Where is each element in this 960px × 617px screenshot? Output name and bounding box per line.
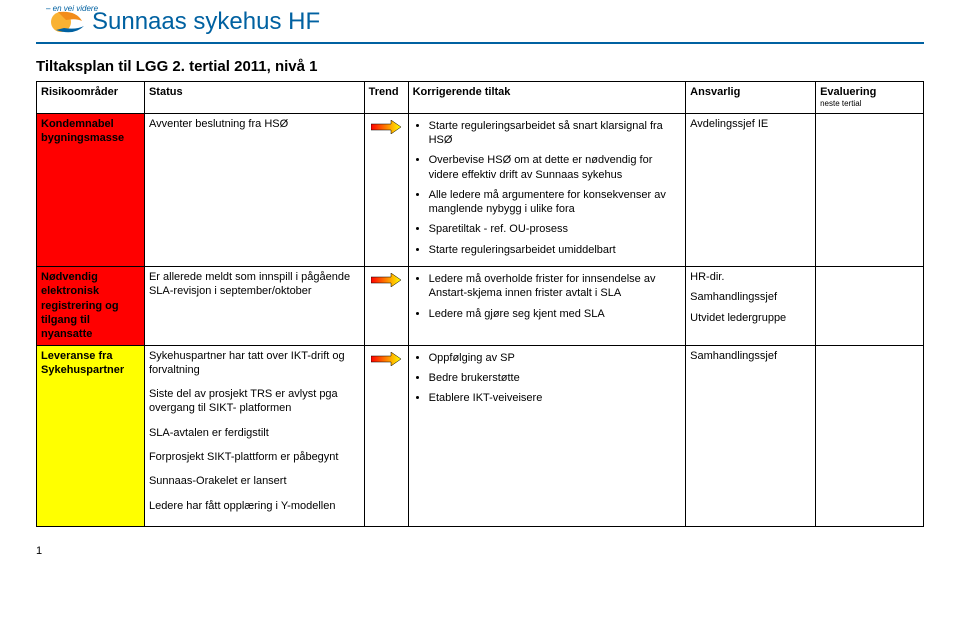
- risk-cell: Leveranse fra Sykehuspartner: [37, 345, 145, 526]
- action-item: Alle ledere må argumentere for konsekven…: [429, 188, 682, 217]
- col-evaluation: Evaluering neste tertial: [816, 82, 924, 114]
- responsible-line: Utvidet ledergruppe: [690, 311, 811, 325]
- status-cell: Sykehuspartner har tatt over IKT-drift o…: [144, 345, 364, 526]
- table-header-row: Risikoområder Status Trend Korrigerende …: [37, 82, 924, 114]
- page-title: Tiltaksplan til LGG 2. tertial 2011, niv…: [36, 58, 960, 75]
- brand-suffix: HF: [288, 8, 320, 35]
- status-cell: Avventer beslutning fra HSØ: [144, 113, 364, 266]
- actions-cell: Oppfølging av SP Bedre brukerstøtte Etable…: [408, 345, 686, 526]
- responsible-line: Avdelingssjef IE: [690, 117, 811, 131]
- evaluation-cell: [816, 345, 924, 526]
- actions-cell: Ledere må overholde frister for innsende…: [408, 267, 686, 345]
- col-evaluation-sub: neste tertial: [820, 99, 919, 109]
- status-line: Siste del av prosjekt TRS er avlyst pga …: [149, 387, 360, 416]
- col-action: Korrigerende tiltak: [408, 82, 686, 114]
- table-row: Leveranse fra SykehuspartnerSykehuspartn…: [37, 345, 924, 526]
- responsible-line: HR-dir.: [690, 270, 811, 284]
- action-item: Ledere må overholde frister for innsende…: [429, 272, 682, 301]
- trend-arrow-icon: [371, 278, 401, 290]
- actions-list: Ledere må overholde frister for innsende…: [413, 272, 682, 321]
- col-status: Status: [144, 82, 364, 114]
- evaluation-cell: [816, 113, 924, 266]
- responsible-cell: Avdelingssjef IE: [686, 113, 816, 266]
- action-item: Bedre brukerstøtte: [429, 371, 682, 385]
- risk-cell: Nødvendig elektronisk registrering og ti…: [37, 267, 145, 345]
- action-item: Sparetiltak - ref. OU-prosess: [429, 222, 682, 236]
- status-line: Sunnaas-Orakelet er lansert: [149, 474, 360, 488]
- trend-arrow-icon: [371, 357, 401, 369]
- trend-cell: [364, 113, 408, 266]
- action-item: Overbevise HSØ om at dette er nødvendig …: [429, 153, 682, 182]
- actions-cell: Starte reguleringsarbeidet så snart klar…: [408, 113, 686, 266]
- responsible-line: Samhandlingssjef: [690, 290, 811, 304]
- responsible-line: Samhandlingssjef: [690, 349, 811, 363]
- responsible-cell: HR-dir. Samhandlingssjef Utvidet ledergrup…: [686, 267, 816, 345]
- header-underline: [36, 42, 924, 44]
- col-trend: Trend: [364, 82, 408, 114]
- actions-list: Starte reguleringsarbeidet så snart klar…: [413, 119, 682, 257]
- action-item: Starte reguleringsarbeidet umiddelbart: [429, 243, 682, 257]
- page-number: 1: [36, 545, 960, 557]
- responsible-cell: Samhandlingssjef: [686, 345, 816, 526]
- trend-cell: [364, 345, 408, 526]
- action-item: Etablere IKT-veiveisere: [429, 391, 682, 405]
- brand-main: Sunnaas sykehus: [92, 8, 281, 35]
- risk-cell: Kondemnabel bygningsmasse: [37, 113, 145, 266]
- col-evaluation-main: Evaluering: [820, 86, 876, 98]
- status-line: SLA-avtalen er ferdigstilt: [149, 426, 360, 440]
- action-item: Ledere må gjøre seg kjent med SLA: [429, 307, 682, 321]
- tagline: – en vei videre: [46, 4, 98, 13]
- col-responsible: Ansvarlig: [686, 82, 816, 114]
- table-row: Kondemnabel bygningsmasseAvventer beslut…: [37, 113, 924, 266]
- actions-list: Oppfølging av SP Bedre brukerstøtte Etable…: [413, 351, 682, 406]
- page-header: – en vei videre Sunnaas sykehus HF: [36, 8, 960, 36]
- risk-table: Risikoområder Status Trend Korrigerende …: [36, 81, 924, 527]
- status-cell: Er allerede meldt som innspill i pågåend…: [144, 267, 364, 345]
- table-row: Nødvendig elektronisk registrering og ti…: [37, 267, 924, 345]
- brand-name: Sunnaas sykehus HF: [92, 8, 320, 36]
- trend-arrow-icon: [371, 125, 401, 137]
- evaluation-cell: [816, 267, 924, 345]
- action-item: Starte reguleringsarbeidet så snart klar…: [429, 119, 682, 148]
- col-risk: Risikoområder: [37, 82, 145, 114]
- status-line: Sykehuspartner har tatt over IKT-drift o…: [149, 349, 360, 378]
- status-line: Forprosjekt SIKT-plattform er påbegynt: [149, 450, 360, 464]
- trend-cell: [364, 267, 408, 345]
- action-item: Oppfølging av SP: [429, 351, 682, 365]
- status-line: Ledere har fått opplæring i Y-modellen: [149, 499, 360, 513]
